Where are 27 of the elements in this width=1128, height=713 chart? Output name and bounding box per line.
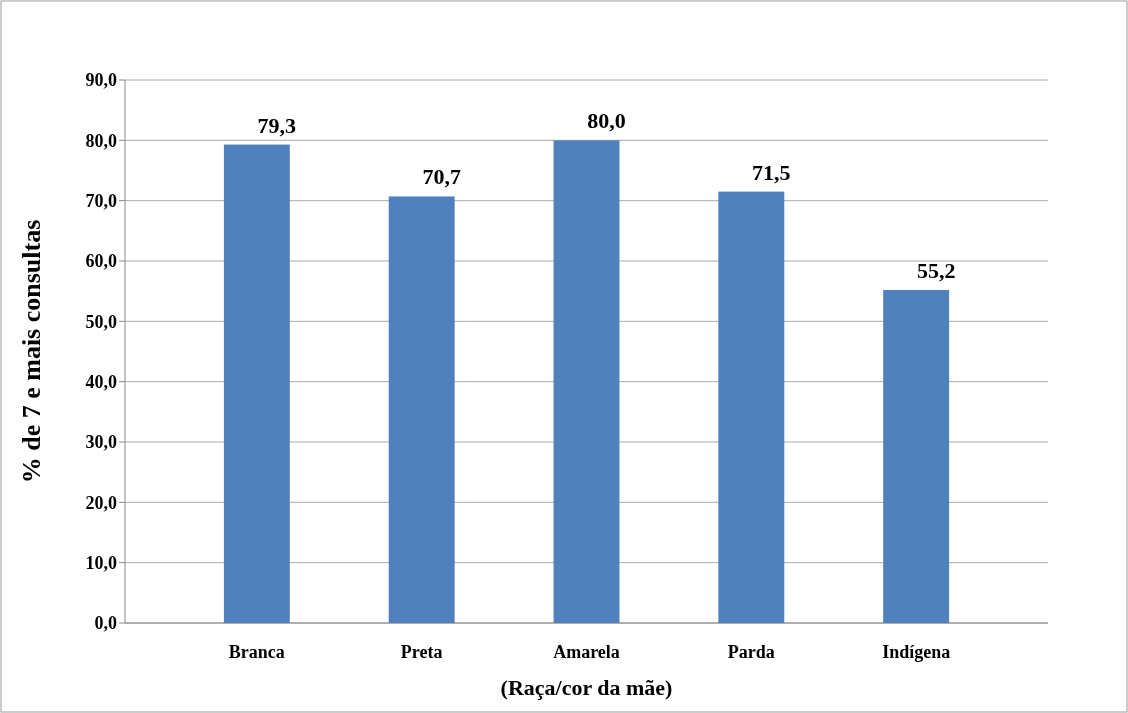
- y-tick-label: 50,0: [85, 311, 117, 332]
- data-label: 79,3: [257, 112, 297, 138]
- x-tick-label: Preta: [400, 642, 443, 662]
- y-tick-label: 40,0: [85, 371, 117, 392]
- x-axis-title: (Raça/cor da mãe): [500, 675, 673, 700]
- y-tick-label: 80,0: [85, 130, 117, 151]
- y-tick-label: 20,0: [85, 492, 117, 513]
- y-tick-label: 0,0: [94, 613, 117, 634]
- bar: [553, 140, 620, 623]
- y-tick-label: 90,0: [85, 70, 117, 91]
- data-label: 55,2: [916, 257, 956, 283]
- bar: [883, 289, 950, 623]
- y-tick-label: 10,0: [85, 552, 117, 573]
- bar: [718, 191, 785, 623]
- y-tick-label: 30,0: [85, 432, 117, 453]
- x-tick-label: Branca: [228, 642, 285, 662]
- x-tick-label: Indígena: [882, 642, 951, 662]
- data-label: 70,7: [422, 164, 461, 190]
- x-tick-label: Amarela: [553, 642, 620, 662]
- data-label: 71,5: [752, 159, 791, 185]
- data-label: 80,0: [587, 108, 626, 134]
- y-tick-label: 70,0: [85, 190, 117, 211]
- bar: [223, 144, 290, 623]
- y-tick-label: 60,0: [85, 251, 117, 272]
- bar: [388, 196, 455, 623]
- y-axis-title: % de 7 e mais consultas: [17, 219, 46, 484]
- x-tick-label: Parda: [727, 642, 775, 662]
